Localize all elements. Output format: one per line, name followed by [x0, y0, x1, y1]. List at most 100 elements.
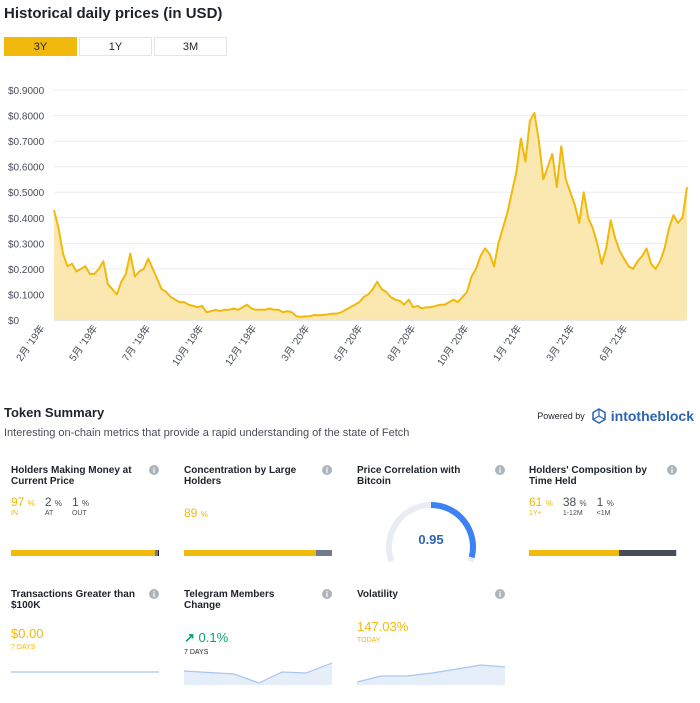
telegram-value: 0.1% [198, 630, 229, 645]
stat-1-12m: 38 % 1-12M [563, 495, 587, 517]
powered-by-label: Powered by [537, 411, 585, 421]
tab-3y[interactable]: 3Y [4, 37, 77, 56]
stat-at-label: AT [44, 510, 54, 517]
stat-1m-label: <1M [596, 510, 611, 517]
price-line [53, 112, 688, 318]
pct-sign: % [54, 499, 62, 508]
bar-segment [154, 550, 158, 556]
info-icon[interactable]: i [495, 589, 505, 599]
y-tick-label: $0.3000 [8, 239, 45, 250]
range-tabs: 3Y 1Y 3M [4, 37, 229, 56]
y-tick-label: $0.4000 [8, 214, 45, 225]
stat-1y-value: 61 [529, 495, 543, 509]
bar-segment [315, 550, 332, 556]
stat-out-value: 1 [71, 495, 79, 509]
gauge-value-arc [430, 502, 476, 559]
volatility-period: TODAY [357, 637, 381, 644]
stat-at: 2 % AT [45, 495, 62, 517]
pct-sign: % [606, 499, 614, 508]
transactions-sparkline [11, 671, 159, 673]
bar-segment [529, 550, 620, 556]
info-icon[interactable]: i [322, 465, 332, 475]
pct-sign: % [579, 499, 587, 508]
y-tick-label: $0.6000 [8, 163, 45, 174]
tab-1y[interactable]: 1Y [79, 37, 152, 56]
correlation-gauge [386, 502, 476, 563]
bar-segment [157, 550, 159, 556]
token-summary-title: Token Summary [4, 405, 105, 420]
bar-segment [619, 550, 676, 556]
intotheblock-logo-icon [592, 408, 606, 424]
info-icon[interactable]: i [495, 465, 505, 475]
transactions-period: 7 DAYS [11, 644, 36, 651]
price-area [54, 113, 687, 320]
holders-money-title: Holders Making Money at Current Price [11, 465, 132, 487]
arrow-up-right-icon: ↗ [184, 630, 195, 645]
pct-sign: % [82, 499, 90, 508]
x-tick-label: 10月 '19年 [169, 322, 207, 368]
stat-in-label: IN [11, 510, 18, 517]
token-summary-subtitle: Interesting on-chain metrics that provid… [4, 427, 410, 439]
x-tick-label: 3月 '21年 [543, 322, 577, 363]
transactions-title: Transactions Greater than $100K [11, 589, 135, 611]
concentration-card: Concentration by Large Holders i 89 % [184, 465, 332, 556]
volatility-sparkline [357, 664, 505, 685]
info-icon[interactable]: i [667, 465, 677, 475]
info-icon[interactable]: i [322, 589, 332, 599]
powered-by[interactable]: Powered by intotheblock [537, 408, 694, 424]
stat-in-value: 97 [11, 495, 25, 509]
stat-in: 97 % IN [11, 495, 35, 517]
stat-1m-value: 1 [596, 495, 604, 509]
volatility-title: Volatility [357, 589, 398, 600]
telegram-period: 7 DAYS [184, 649, 209, 656]
info-icon[interactable]: i [149, 465, 159, 475]
stat-1y: 61 % 1Y+ [529, 495, 553, 517]
x-tick-label: 6月 '21年 [596, 322, 630, 363]
stat-1-12m-label: 1-12M [562, 510, 583, 517]
y-tick-label: $0.9000 [8, 86, 45, 97]
concentration-bar [184, 550, 332, 556]
y-tick-label: $0.7000 [8, 137, 45, 148]
telegram-sparkline [184, 662, 332, 685]
x-tick-label: 5月 '20年 [331, 322, 365, 363]
intotheblock-brand: intotheblock [610, 408, 694, 424]
pct-sign: % [545, 499, 553, 508]
correlation-title: Price Correlation with Bitcoin [357, 465, 461, 487]
y-tick-label: $0.1000 [8, 290, 45, 301]
stat-out-label: OUT [71, 510, 87, 517]
stat-1-12m-value: 38 [562, 495, 577, 509]
stat-1m: 1 % <1M [597, 495, 614, 517]
bar-segment [11, 550, 155, 556]
y-tick-label: $0.5000 [8, 188, 45, 199]
y-tick-label: $0.8000 [8, 112, 45, 123]
price-chart: $0.9000 $0.8000 $0.7000 $0.6000 $0.5000 $0.40… [8, 86, 688, 368]
y-tick-label: $0.2000 [8, 265, 45, 276]
composition-card: Holders' Composition by Time Held i 61 %… [529, 465, 677, 556]
tab-3m[interactable]: 3M [154, 37, 227, 56]
telegram-value-row: ↗ 0.1% [184, 630, 332, 646]
telegram-card: Telegram Members Change i ↗ 0.1% 7 DAYS [184, 589, 332, 685]
bar-segment [675, 550, 677, 556]
holders-money-card: Holders Making Money at Current Price i … [11, 465, 159, 556]
x-tick-label: 2月 '19年 [13, 322, 47, 363]
pct-sign: % [200, 510, 208, 519]
correlation-card: Price Correlation with Bitcoin i 0.95 [357, 465, 505, 563]
x-tick-label: 3月 '20年 [278, 322, 312, 363]
stat-concentration: 89 % [184, 506, 208, 520]
volatility-value: 147.03% [357, 619, 409, 634]
composition-title: Holders' Composition by Time Held [529, 465, 647, 487]
bar-segment [184, 550, 316, 556]
concentration-value: 89 [184, 506, 198, 520]
pct-sign: % [27, 499, 35, 508]
x-tick-label: 7月 '19年 [119, 322, 153, 363]
x-tick-label: 12月 '19年 [222, 322, 260, 368]
page-title: Historical daily prices (in USD) [4, 5, 223, 22]
x-tick-label: 1月 '21年 [490, 322, 524, 363]
stat-1y-label: 1Y+ [529, 510, 542, 517]
stat-at-value: 2 [44, 495, 52, 509]
stat-out: 1 % OUT [72, 495, 89, 517]
transactions-card: Transactions Greater than $100K i $0.00 … [11, 589, 159, 673]
x-tick-label: 5月 '19年 [66, 322, 100, 363]
x-tick-label: 10月 '20年 [434, 322, 472, 368]
info-icon[interactable]: i [149, 589, 159, 599]
